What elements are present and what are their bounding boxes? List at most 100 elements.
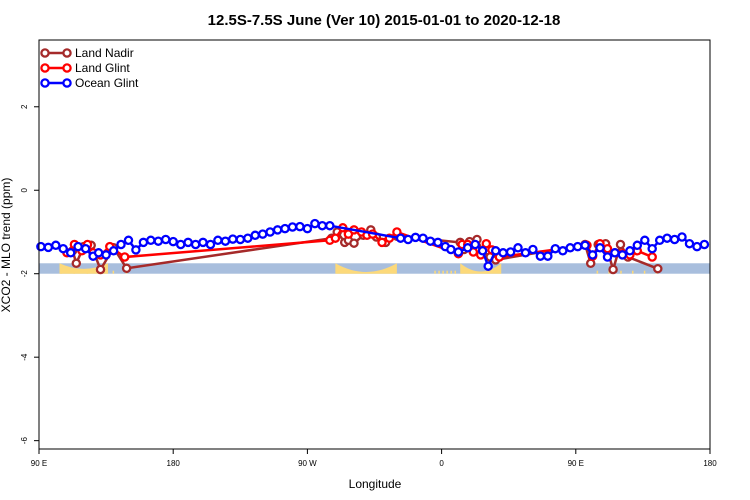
data-point — [377, 237, 387, 248]
legend-label: Ocean Glint — [75, 76, 139, 90]
data-point — [280, 223, 290, 234]
data-point — [410, 232, 421, 243]
data-point — [595, 243, 605, 253]
y-tick-label: -4 — [20, 353, 29, 361]
data-point — [403, 234, 413, 245]
data-point — [677, 232, 687, 242]
y-tick-label: -6 — [20, 437, 29, 445]
data-point — [647, 252, 657, 262]
data-point — [453, 247, 464, 257]
data-point — [190, 239, 201, 250]
data-point — [138, 237, 149, 248]
land-speck — [438, 270, 440, 274]
x-tick-label: 90 E — [31, 459, 47, 468]
data-point — [302, 223, 313, 234]
data-point — [395, 233, 406, 243]
data-point — [481, 238, 492, 249]
data-point — [418, 233, 428, 243]
land-speck — [442, 270, 444, 274]
data-point — [625, 246, 635, 256]
data-point — [330, 233, 341, 243]
data-point — [123, 235, 134, 246]
data-point — [168, 236, 178, 247]
legend-entry: Ocean Glint — [40, 76, 139, 90]
data-point — [513, 243, 523, 253]
y-axis: 2 0 -2 -4 -6 — [20, 104, 39, 444]
data-point — [669, 234, 680, 245]
data-point — [257, 229, 268, 239]
data-point — [198, 237, 208, 248]
legend-entry: Land Glint — [40, 61, 130, 75]
x-tick-label: 90 W — [298, 459, 317, 468]
legend-marker — [40, 48, 50, 58]
data-point — [602, 252, 613, 262]
data-point — [640, 235, 650, 246]
data-point — [425, 236, 436, 246]
land-speck — [434, 270, 436, 274]
legend-marker — [62, 78, 72, 88]
data-point — [36, 241, 46, 252]
data-point — [119, 252, 130, 262]
legend-marker — [40, 78, 50, 88]
data-point — [580, 240, 590, 251]
ocean-band — [39, 263, 710, 274]
data-point — [520, 248, 531, 258]
data-point — [58, 243, 68, 254]
data-point — [654, 235, 665, 246]
data-point — [684, 238, 695, 249]
data-point — [243, 233, 253, 243]
land-speck — [454, 270, 456, 274]
land-speck — [446, 270, 448, 274]
data-point — [108, 246, 119, 256]
data-point — [71, 258, 82, 269]
land-speck — [596, 270, 599, 274]
land-speck — [632, 270, 634, 274]
x-tick-label: 0 — [439, 459, 444, 468]
data-point — [446, 244, 456, 255]
data-point — [483, 261, 493, 271]
data-point — [653, 263, 663, 274]
data-point — [250, 230, 260, 241]
data-point — [295, 221, 305, 232]
land-speck — [112, 270, 115, 274]
legend-entry: Land Nadir — [40, 46, 134, 60]
data-point — [462, 243, 473, 253]
data-point — [602, 243, 613, 254]
data-point — [550, 243, 561, 254]
data-point — [572, 241, 583, 252]
data-point — [617, 250, 628, 260]
data-point — [558, 246, 568, 256]
data-point — [116, 239, 126, 250]
land-patch — [460, 263, 502, 274]
data-point — [146, 235, 156, 246]
data-point — [535, 251, 546, 261]
x-axis: 90 E 180 90 W 0 90 E 180 — [31, 449, 717, 468]
data-point — [587, 250, 598, 260]
y-axis-label: XCO2 - MLO trend (ppm) — [0, 178, 13, 313]
legend-label: Land Glint — [75, 61, 130, 75]
land-patch — [59, 263, 108, 274]
data-point — [325, 220, 335, 231]
land-patch — [335, 263, 397, 274]
data-point — [73, 241, 83, 252]
data-point — [692, 241, 702, 252]
legend-marker — [62, 48, 72, 58]
data-point — [131, 245, 141, 255]
data-point — [153, 236, 164, 246]
y-tick-label: 0 — [20, 187, 29, 192]
data-point — [213, 235, 223, 246]
data-point — [101, 250, 111, 260]
data-point — [470, 239, 480, 250]
data-point — [95, 264, 106, 275]
data-point — [310, 218, 320, 229]
data-point — [121, 263, 132, 274]
x-tick-label: 180 — [167, 459, 181, 468]
data-point — [565, 243, 575, 253]
data-point — [272, 225, 283, 235]
data-point — [220, 236, 231, 246]
data-point — [80, 243, 91, 254]
data-point — [265, 227, 275, 237]
data-point — [477, 246, 488, 256]
data-point — [65, 248, 76, 258]
